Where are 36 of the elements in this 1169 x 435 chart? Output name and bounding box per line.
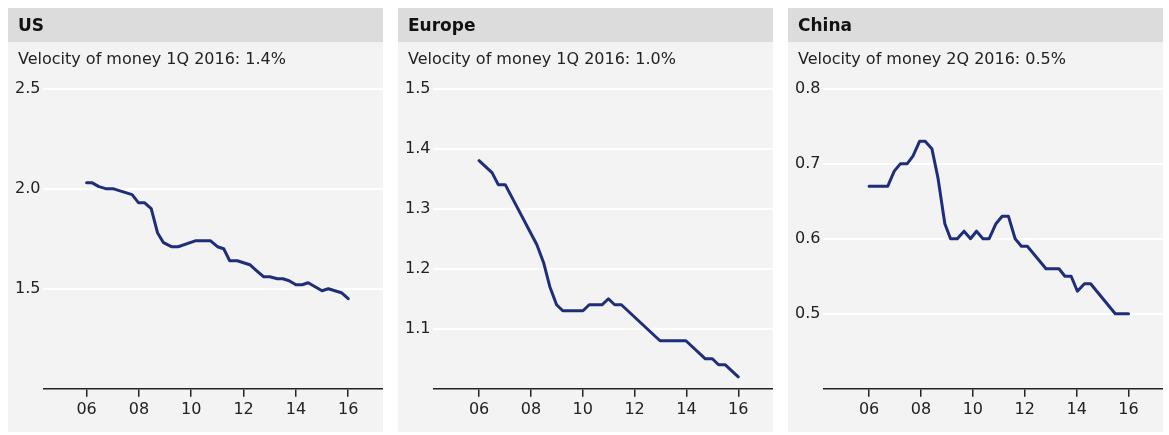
x-tick-label: 10 <box>181 398 202 418</box>
x-tick-label: 10 <box>962 398 984 418</box>
chart-subtitle: Velocity of money 1Q 2016: 1.4% <box>17 48 287 70</box>
chart-title: China <box>788 8 1163 42</box>
y-tick-label: 1.4 <box>404 137 431 157</box>
x-tick-label: 12 <box>1014 398 1035 418</box>
x-tick-label: 06 <box>468 398 490 418</box>
y-tick-label: 1.3 <box>404 197 431 217</box>
x-tick-label: 06 <box>858 398 880 418</box>
y-tick-label: 1.5 <box>404 77 431 97</box>
y-tick-label: 0.6 <box>794 227 821 247</box>
x-tick-label: 16 <box>728 398 749 418</box>
chart-title: US <box>8 8 383 42</box>
y-tick-label: 1.5 <box>14 277 41 297</box>
x-tick-label: 16 <box>338 398 359 418</box>
x-tick-label: 10 <box>572 398 593 418</box>
chart-subtitle: Velocity of money 2Q 2016: 0.5% <box>797 48 1067 70</box>
x-tick-label: 06 <box>76 398 97 418</box>
y-tick-label: 1.2 <box>404 257 431 277</box>
x-tick-label: 12 <box>624 398 645 418</box>
x-tick-label: 14 <box>285 398 307 418</box>
y-tick-label: 0.8 <box>794 77 821 97</box>
y-tick-label: 1.1 <box>404 317 431 337</box>
x-tick-label: 08 <box>910 398 932 418</box>
y-tick-label: 2.0 <box>14 177 41 197</box>
x-tick-label: 08 <box>128 398 150 418</box>
chart-title: Europe <box>398 8 773 42</box>
y-tick-label: 0.7 <box>794 152 821 172</box>
x-tick-label: 14 <box>1066 398 1087 418</box>
y-tick-label: 2.5 <box>14 77 41 97</box>
chart-subtitle: Velocity of money 1Q 2016: 1.0% <box>407 48 677 70</box>
y-tick-label: 0.5 <box>794 302 821 322</box>
x-tick-label: 08 <box>520 398 542 418</box>
x-tick-label: 12 <box>233 398 254 418</box>
x-tick-label: 16 <box>1118 398 1139 418</box>
x-tick-label: 14 <box>676 398 697 418</box>
